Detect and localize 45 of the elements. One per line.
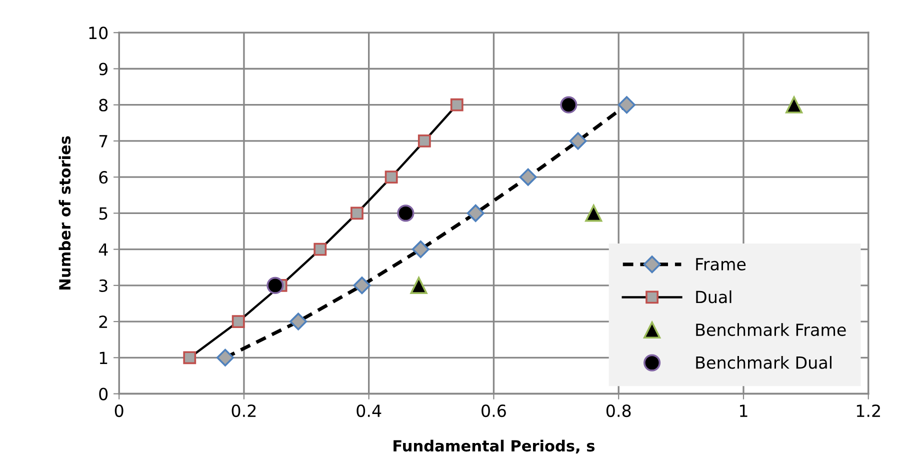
y-tick-label: 5 [99, 207, 108, 220]
point [560, 96, 578, 114]
point [412, 240, 430, 258]
point [232, 315, 245, 328]
y-tick-label: 7 [99, 135, 108, 148]
point [353, 276, 371, 294]
x-tick-label: 0.6 [482, 404, 506, 418]
point [397, 204, 414, 222]
point [786, 96, 803, 114]
y-tick-label: 2 [99, 316, 107, 328]
point [216, 348, 234, 366]
y-tick-label: 1 [100, 352, 108, 364]
point [618, 96, 636, 114]
point [384, 170, 398, 184]
x-tick-label: 0.4 [356, 404, 382, 418]
point [183, 351, 196, 364]
legend-label: Frame [696, 258, 746, 270]
point [585, 204, 602, 222]
point [519, 168, 537, 186]
point [450, 98, 464, 112]
y-tick-label: 4 [98, 243, 108, 256]
x-tick-label: 0.8 [606, 404, 631, 418]
y-axis-title: Number of stories [58, 136, 71, 290]
legend-label: Benchmark Dual [696, 356, 832, 369]
x-tick-label: 1.2 [856, 404, 880, 417]
point [350, 206, 364, 220]
point [410, 276, 428, 294]
legend-label: Benchmark Frame [696, 323, 846, 336]
y-tick-label: 0 [99, 388, 108, 400]
y-tick-label: 9 [99, 62, 108, 76]
point [314, 242, 327, 256]
point [569, 132, 587, 150]
point [466, 204, 484, 222]
point [266, 276, 284, 294]
point [290, 312, 308, 330]
y-tick-label: 3 [99, 279, 108, 292]
y-tick-label: 8 [99, 98, 108, 112]
x-tick-label: 1 [740, 404, 748, 417]
x-axis-title: Fundamental Periods, s [394, 440, 595, 454]
point [418, 134, 431, 148]
y-tick-label: 6 [99, 171, 108, 184]
x-tick-label: 0.2 [232, 404, 256, 418]
legend-label: Dual [696, 290, 732, 304]
x-tick-label: 0 [114, 404, 124, 418]
y-tick-label: 10 [89, 26, 108, 40]
